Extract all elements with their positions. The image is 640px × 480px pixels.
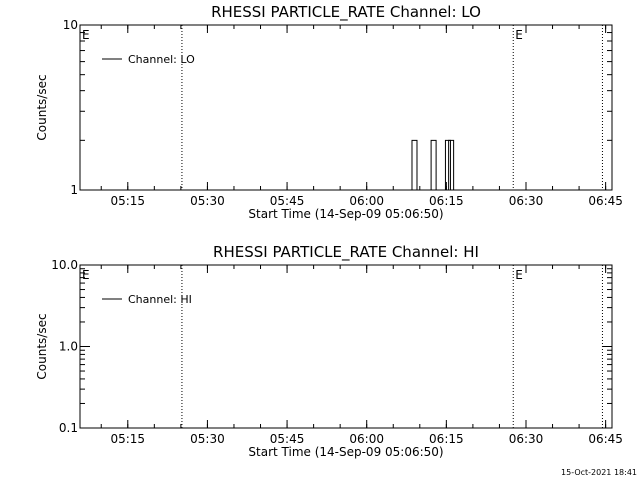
event-marker-label: E <box>515 268 523 282</box>
x-tick-label: 05:15 <box>110 432 145 446</box>
x-tick-label: 06:15 <box>429 432 464 446</box>
data-spike <box>411 139 418 190</box>
x-tick-label: 05:30 <box>190 194 225 208</box>
legend-entry: Channel: HI <box>128 293 192 306</box>
plot-frame <box>79 24 613 191</box>
event-marker-label: E <box>515 28 523 42</box>
y-tick-label: 1.0 <box>59 340 78 354</box>
data-spike <box>430 139 437 190</box>
plot-frame <box>79 264 613 429</box>
y-axis-label: Counts/sec <box>35 74 49 140</box>
x-tick-label: 05:45 <box>270 194 305 208</box>
event-marker-label: E <box>82 28 90 42</box>
y-axis-label: Counts/sec <box>35 313 49 379</box>
x-tick-label: 06:00 <box>349 194 384 208</box>
data-spike <box>444 139 451 190</box>
x-tick-label: 06:45 <box>588 432 623 446</box>
event-marker-label: E <box>82 268 90 282</box>
panel-lo: RHESSI PARTICLE_RATE Channel: LO 1 10 05:15… <box>35 3 623 221</box>
chart-title: RHESSI PARTICLE_RATE Channel: HI <box>213 243 479 262</box>
data-spike <box>448 139 455 190</box>
x-tick-label: 05:45 <box>270 432 305 446</box>
x-tick-label: 06:15 <box>429 194 464 208</box>
y-tick-label: 10.0 <box>51 258 78 272</box>
panel-hi: RHESSI PARTICLE_RATE Channel: HI 0.1 1.0 10… <box>35 243 623 459</box>
x-tick-label: 06:30 <box>509 432 544 446</box>
x-tick-label: 06:45 <box>588 194 623 208</box>
x-axis-label: Start Time (14-Sep-09 05:06:50) <box>248 445 443 459</box>
y-tick-label: 0.1 <box>59 421 78 435</box>
x-axis-label: Start Time (14-Sep-09 05:06:50) <box>248 207 443 221</box>
x-tick-label: 05:15 <box>110 194 145 208</box>
footer-timestamp: 15-Oct-2021 18:41 <box>561 468 637 477</box>
x-tick-label: 06:30 <box>509 194 544 208</box>
x-tick-label: 06:00 <box>349 432 384 446</box>
y-tick-label: 10 <box>63 18 78 32</box>
x-tick-label: 05:30 <box>190 432 225 446</box>
y-tick-label: 1 <box>70 183 78 197</box>
chart-title: RHESSI PARTICLE_RATE Channel: LO <box>211 3 481 22</box>
legend-entry: Channel: LO <box>128 53 195 66</box>
